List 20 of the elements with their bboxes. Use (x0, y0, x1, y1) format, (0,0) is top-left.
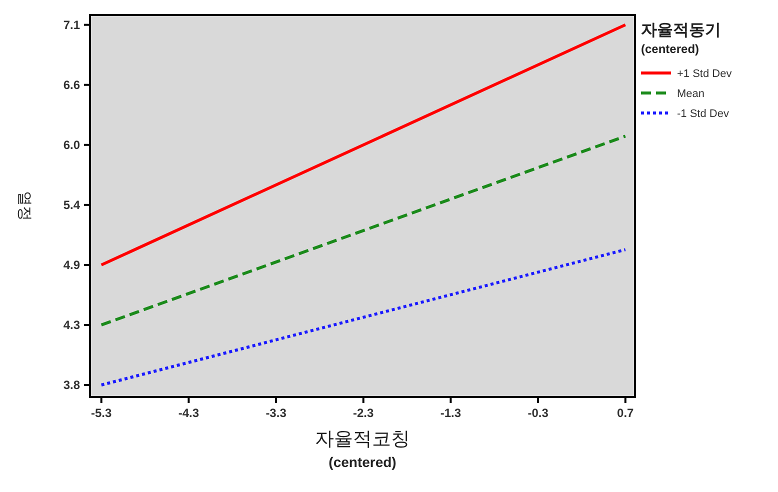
x-tick-label: -0.3 (528, 406, 549, 420)
legend-label: -1 Std Dev (677, 108, 730, 120)
x-tick-label: 0.7 (617, 406, 634, 420)
legend-label: Mean (677, 88, 705, 100)
x-tick-label: -2.3 (353, 406, 374, 420)
legend-label: +1 Std Dev (677, 68, 732, 80)
y-tick-label: 4.9 (63, 258, 80, 272)
legend-title: 자율적동기 (centered) (641, 22, 721, 56)
x-axis-title: 자율적코칭 (centered) (315, 429, 410, 470)
y-tick-label: 7.1 (63, 18, 80, 32)
x-tick-label: -3.3 (266, 406, 287, 420)
x-tick-label: -1.3 (440, 406, 462, 420)
y-tick-label: 6.6 (63, 78, 80, 92)
y-axis-title: 열정 (16, 191, 33, 221)
x-tick-label: -4.3 (178, 406, 200, 420)
y-tick-label: 5.4 (63, 198, 80, 212)
y-tick-label: 4.3 (63, 318, 80, 332)
y-tick-label: 3.8 (63, 378, 80, 392)
y-tick-label: 6.0 (63, 138, 80, 152)
x-tick-label: -5.3 (91, 406, 112, 420)
